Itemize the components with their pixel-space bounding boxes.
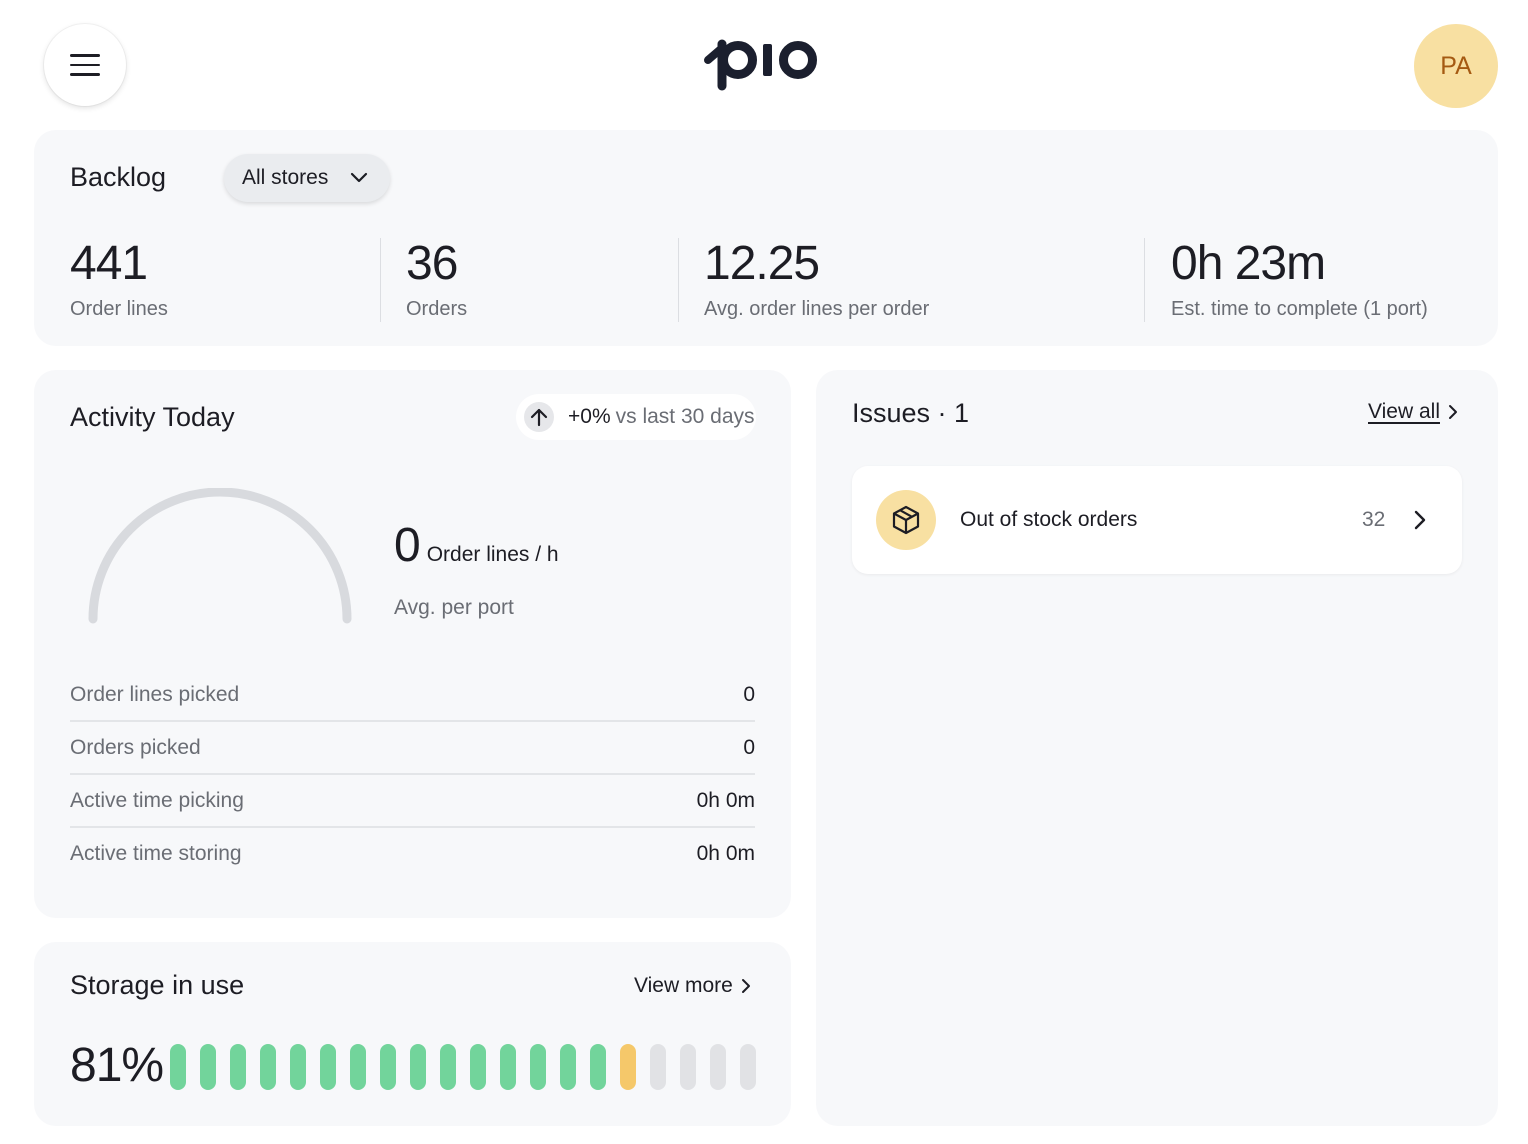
storage-bar-filled xyxy=(470,1044,486,1090)
backlog-card: Backlog All stores 441 Order lines 36 Or… xyxy=(34,130,1498,346)
stat-row-active-time-storing: Active time storing 0h 0m xyxy=(70,827,755,880)
activity-title: Activity Today xyxy=(70,402,235,432)
divider xyxy=(1144,238,1145,322)
stat-value: 0h 0m xyxy=(696,841,755,865)
store-select-value: All stores xyxy=(242,166,329,189)
stat-row-order-lines-picked: Order lines picked 0 xyxy=(70,668,755,721)
storage-bar-filled xyxy=(350,1044,366,1090)
stat-label: Active time storing xyxy=(70,841,242,865)
menu-button[interactable] xyxy=(44,24,126,106)
storage-bar-empty xyxy=(650,1044,666,1090)
view-all-label: View all xyxy=(1368,400,1440,423)
metric-order-lines: 441 Order lines xyxy=(70,236,168,321)
stat-label: Active time picking xyxy=(70,788,244,812)
storage-bar-filled xyxy=(200,1044,216,1090)
divider xyxy=(70,826,755,828)
rate-unit: Order lines / h xyxy=(426,543,559,566)
storage-bar-filled xyxy=(320,1044,336,1090)
storage-percent: 81% xyxy=(70,1039,164,1092)
arrow-up-icon xyxy=(524,402,554,432)
store-select[interactable]: All stores xyxy=(224,154,390,202)
chevron-right-icon xyxy=(1414,510,1426,530)
stat-value: 0 xyxy=(743,682,755,706)
metric-avg-lines: 12.25 Avg. order lines per order xyxy=(704,236,929,321)
trend-badge: +0% vs last 30 days xyxy=(516,394,756,440)
stat-value: 0h 0m xyxy=(696,788,755,812)
divider xyxy=(678,238,679,322)
metric-value: 12.25 xyxy=(704,237,820,290)
metric-label: Order lines xyxy=(70,298,168,320)
metric-value: 0h 23m xyxy=(1171,237,1326,290)
issue-out-of-stock[interactable]: Out of stock orders 32 xyxy=(852,466,1462,574)
divider xyxy=(70,720,755,722)
issue-count: 32 xyxy=(1362,508,1386,531)
storage-bar-filled xyxy=(530,1044,546,1090)
trend-value: +0% xyxy=(568,405,611,428)
metric-label: Est. time to complete (1 port) xyxy=(1171,298,1428,320)
divider xyxy=(380,238,381,322)
rate-value: 0 xyxy=(394,519,421,572)
metric-orders: 36 Orders xyxy=(406,236,467,321)
storage-bar-empty xyxy=(680,1044,696,1090)
activity-card: Activity Today +0% vs last 30 days 0 Ord… xyxy=(34,370,791,918)
backlog-title: Backlog xyxy=(70,162,167,192)
metric-label: Avg. order lines per order xyxy=(704,298,930,320)
metric-label: Orders xyxy=(406,298,468,320)
storage-bar-filled xyxy=(380,1044,396,1090)
stat-label: Order lines picked xyxy=(70,682,240,706)
chevron-right-icon xyxy=(1448,405,1457,419)
view-all-link[interactable]: View all xyxy=(1368,400,1458,424)
storage-bar-filled xyxy=(260,1044,276,1090)
issues-title: Issues · 1 xyxy=(852,398,970,428)
storage-bar-empty xyxy=(740,1044,756,1090)
issue-label: Out of stock orders xyxy=(960,508,1138,531)
pio-logo xyxy=(704,39,817,91)
stat-row-orders-picked: Orders picked 0 xyxy=(70,721,755,774)
metric-value: 36 xyxy=(406,237,458,290)
stat-value: 0 xyxy=(743,735,755,759)
storage-bar-filled xyxy=(590,1044,606,1090)
stat-row-active-time-picking: Active time picking 0h 0m xyxy=(70,774,755,827)
stat-label: Orders picked xyxy=(70,735,201,759)
chevron-down-icon xyxy=(350,172,368,183)
view-more-label: View more xyxy=(634,974,733,997)
storage-bar-filled xyxy=(560,1044,576,1090)
issues-card: Issues · 1 View all Out of stock orders … xyxy=(816,370,1498,1126)
metric-est-time: 0h 23m Est. time to complete (1 port) xyxy=(1171,236,1428,321)
storage-bar-filled xyxy=(500,1044,516,1090)
storage-bar-filled xyxy=(170,1044,186,1090)
rate-subtitle: Avg. per port xyxy=(394,596,514,619)
hamburger-icon xyxy=(70,51,100,80)
storage-bar-warning xyxy=(620,1044,636,1090)
storage-bar-filled xyxy=(440,1044,456,1090)
chevron-right-icon xyxy=(741,979,750,993)
storage-bar-empty xyxy=(710,1044,726,1090)
storage-title: Storage in use xyxy=(70,970,245,1000)
view-more-link[interactable]: View more xyxy=(634,974,751,998)
storage-bar-filled xyxy=(410,1044,426,1090)
user-avatar[interactable]: PA xyxy=(1414,24,1498,108)
storage-card: Storage in use View more 81% xyxy=(34,942,791,1126)
metric-value: 441 xyxy=(70,237,148,290)
rate-display: 0 Order lines / h xyxy=(394,518,559,573)
rate-gauge xyxy=(88,488,352,624)
divider xyxy=(70,773,755,775)
storage-bar-filled xyxy=(290,1044,306,1090)
storage-bar-filled xyxy=(230,1044,246,1090)
box-icon xyxy=(876,490,936,550)
trend-suffix: vs last 30 days xyxy=(615,405,755,428)
